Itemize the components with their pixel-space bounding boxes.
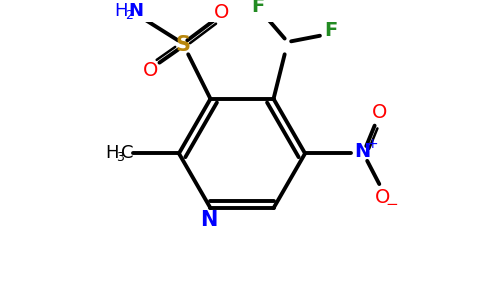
Text: 3: 3: [116, 151, 123, 164]
Text: F: F: [251, 0, 264, 16]
Text: F: F: [324, 21, 338, 40]
Text: S: S: [175, 35, 190, 55]
Text: O: O: [142, 61, 158, 80]
Text: −: −: [386, 197, 399, 212]
Text: H: H: [106, 143, 119, 161]
Text: O: O: [372, 103, 387, 122]
Text: N: N: [354, 142, 371, 161]
Text: +: +: [366, 137, 378, 151]
Text: N: N: [129, 2, 144, 20]
Text: O: O: [214, 3, 229, 22]
Text: 2: 2: [125, 9, 133, 22]
Text: H: H: [115, 2, 128, 20]
Text: N: N: [200, 210, 217, 230]
Text: O: O: [375, 188, 391, 206]
Text: C: C: [121, 143, 133, 161]
